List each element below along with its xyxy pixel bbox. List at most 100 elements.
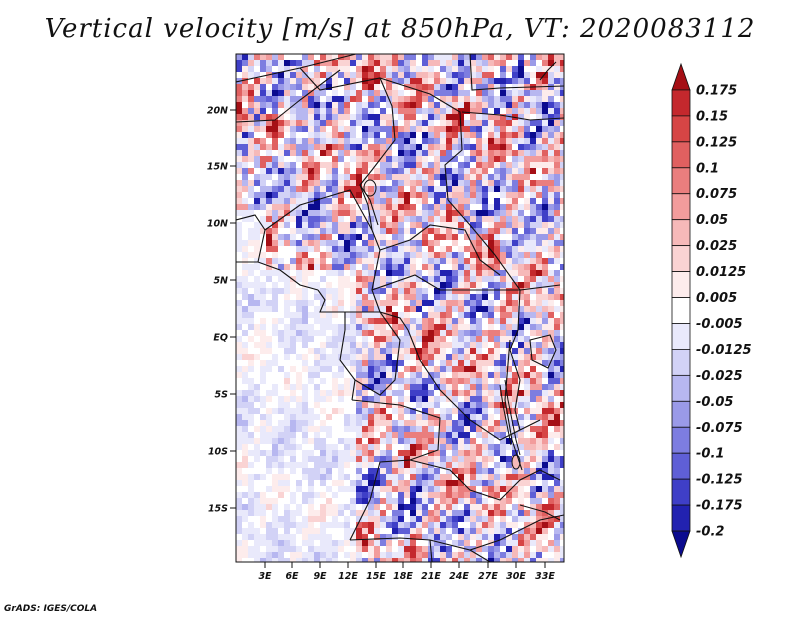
- field-cell: [512, 228, 518, 234]
- field-cell: [296, 426, 302, 432]
- field-cell: [464, 510, 470, 516]
- field-cell: [524, 528, 530, 534]
- field-cell: [536, 228, 542, 234]
- field-cell: [344, 312, 350, 318]
- field-cell: [254, 324, 260, 330]
- field-cell: [434, 420, 440, 426]
- field-cell: [470, 114, 476, 120]
- field-cell: [254, 198, 260, 204]
- field-cell: [494, 120, 500, 126]
- field-cell: [398, 222, 404, 228]
- field-cell: [560, 138, 564, 144]
- field-cell: [428, 486, 434, 492]
- field-cell: [398, 432, 404, 438]
- field-cell: [254, 330, 260, 336]
- field-cell: [530, 102, 536, 108]
- field-cell: [464, 378, 470, 384]
- field-cell: [344, 336, 350, 342]
- field-cell: [404, 444, 410, 450]
- field-cell: [494, 276, 500, 282]
- field-cell: [296, 180, 302, 186]
- field-cell: [326, 270, 332, 276]
- field-cell: [398, 162, 404, 168]
- field-cell: [560, 204, 564, 210]
- field-cell: [548, 150, 554, 156]
- field-cell: [242, 372, 248, 378]
- field-cell: [356, 552, 362, 558]
- field-cell: [410, 426, 416, 432]
- field-cell: [374, 114, 380, 120]
- field-cell: [554, 72, 560, 78]
- field-cell: [326, 498, 332, 504]
- field-cell: [404, 324, 410, 330]
- field-cell: [368, 156, 374, 162]
- field-cell: [386, 348, 392, 354]
- field-cell: [452, 480, 458, 486]
- field-cell: [458, 498, 464, 504]
- field-cell: [440, 342, 446, 348]
- field-cell: [338, 234, 344, 240]
- field-cell: [458, 54, 464, 60]
- field-cell: [242, 108, 248, 114]
- field-cell: [290, 288, 296, 294]
- field-cell: [440, 366, 446, 372]
- field-cell: [488, 78, 494, 84]
- lon-tick-label: 6E: [285, 571, 299, 582]
- field-cell: [332, 384, 338, 390]
- field-cell: [428, 396, 434, 402]
- field-cell: [308, 102, 314, 108]
- field-cell: [260, 294, 266, 300]
- field-cell: [530, 342, 536, 348]
- field-cell: [536, 186, 542, 192]
- field-cell: [542, 240, 548, 246]
- field-cell: [356, 444, 362, 450]
- field-cell: [500, 342, 506, 348]
- field-cell: [272, 294, 278, 300]
- field-cell: [386, 270, 392, 276]
- field-cell: [518, 138, 524, 144]
- field-cell: [416, 168, 422, 174]
- colorbar-swatch: [671, 504, 691, 532]
- field-cell: [290, 558, 296, 562]
- field-cell: [410, 240, 416, 246]
- field-cell: [560, 120, 564, 126]
- field-cell: [488, 72, 494, 78]
- field-cell: [350, 186, 356, 192]
- field-cell: [314, 246, 320, 252]
- field-cell: [284, 174, 290, 180]
- field-cell: [236, 90, 242, 96]
- lon-tick-label: 27E: [478, 571, 498, 582]
- field-cell: [392, 324, 398, 330]
- field-cell: [254, 78, 260, 84]
- field-cell: [254, 354, 260, 360]
- field-cell: [470, 216, 476, 222]
- field-cell: [368, 228, 374, 234]
- field-cell: [398, 480, 404, 486]
- field-cell: [314, 66, 320, 72]
- field-cell: [368, 366, 374, 372]
- field-cell: [380, 468, 386, 474]
- field-cell: [476, 144, 482, 150]
- field-cell: [362, 294, 368, 300]
- field-cell: [386, 420, 392, 426]
- field-cell: [422, 426, 428, 432]
- field-cell: [464, 384, 470, 390]
- field-cell: [296, 108, 302, 114]
- field-cell: [416, 240, 422, 246]
- field-cell: [512, 336, 518, 342]
- field-cell: [260, 96, 266, 102]
- field-cell: [440, 492, 446, 498]
- field-cell: [422, 228, 428, 234]
- colorbar-label: -0.025: [696, 369, 743, 384]
- field-cell: [554, 492, 560, 498]
- field-cell: [308, 132, 314, 138]
- field-cell: [530, 312, 536, 318]
- field-cell: [362, 366, 368, 372]
- field-cell: [338, 102, 344, 108]
- field-cell: [422, 504, 428, 510]
- field-cell: [470, 522, 476, 528]
- field-cell: [290, 120, 296, 126]
- field-cell: [470, 450, 476, 456]
- field-cell: [422, 432, 428, 438]
- field-cell: [542, 108, 548, 114]
